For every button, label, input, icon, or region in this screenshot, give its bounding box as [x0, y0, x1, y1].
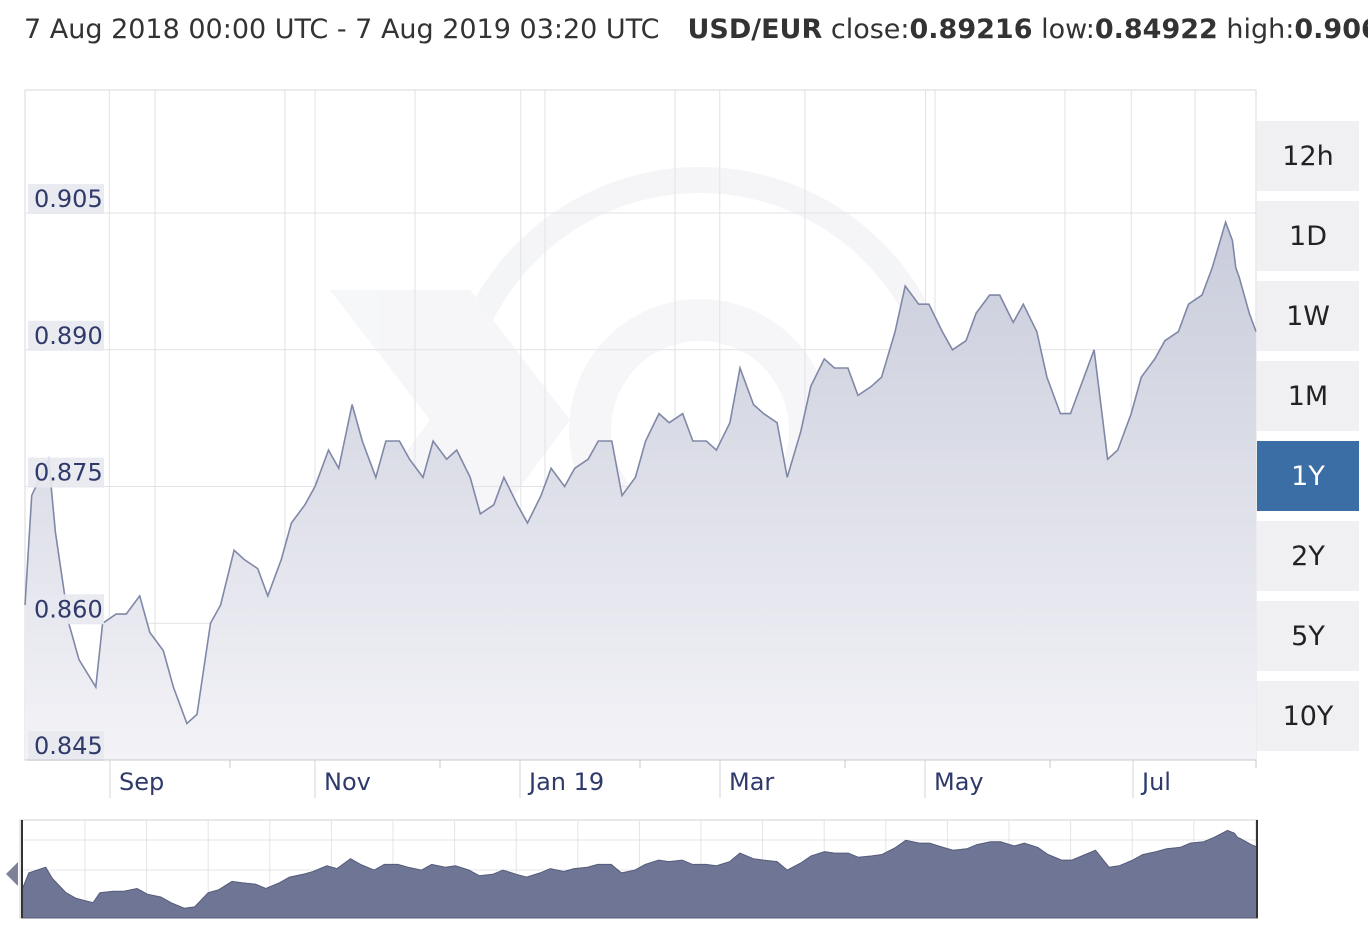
range-button-10y[interactable]: 10Y — [1257, 681, 1359, 751]
range-button-1y[interactable]: 1Y — [1257, 441, 1359, 511]
range-button-1m[interactable]: 1M — [1257, 361, 1359, 431]
high-value: 0.90657 — [1294, 14, 1368, 45]
y-tick-label: 0.845 — [34, 732, 103, 760]
low-value: 0.84922 — [1094, 14, 1218, 45]
x-tick-label: May — [934, 768, 984, 796]
y-tick-label: 0.905 — [34, 185, 103, 213]
navigator-area — [21, 829, 1258, 919]
range-button-1d[interactable]: 1D — [1257, 201, 1359, 271]
currency-pair: USD/EUR — [687, 14, 823, 45]
chart-header: 7 Aug 2018 00:00 UTC - 7 Aug 2019 03:20 … — [24, 14, 1368, 45]
high-label: high: — [1226, 14, 1295, 45]
navigator-handle-left-icon[interactable] — [6, 862, 18, 886]
low-label: low: — [1041, 14, 1095, 45]
close-label: close: — [830, 14, 910, 45]
y-tick-label-bg — [28, 594, 104, 625]
x-tick-label: Jul — [1140, 768, 1171, 796]
y-tick-label-bg — [28, 320, 104, 351]
range-button-5y[interactable]: 5Y — [1257, 601, 1359, 671]
close-value: 0.89216 — [909, 14, 1033, 45]
x-tick-label: Nov — [324, 768, 371, 796]
range-button-2y[interactable]: 2Y — [1257, 521, 1359, 591]
series-line — [24, 219, 1257, 725]
series-area — [25, 222, 1256, 760]
y-tick-label-bg — [28, 731, 104, 761]
x-tick-label: Sep — [119, 768, 164, 796]
chart-svg[interactable]: 0.905 0.890 0.875 0.860 0.845 Sep Nov Jan 19 Mar… — [0, 0, 1258, 938]
y-tick-label: 0.890 — [34, 322, 103, 350]
y-tick-label-bg — [28, 184, 104, 215]
date-range-text: 7 Aug 2018 00:00 UTC - 7 Aug 2019 03:20 … — [24, 14, 660, 45]
range-selector: 12h 1D 1W 1M 1Y 2Y 5Y 10Y — [1257, 121, 1359, 761]
range-button-12h[interactable]: 12h — [1257, 121, 1359, 191]
x-tick-label: Mar — [729, 768, 774, 796]
y-tick-label-bg — [28, 457, 104, 488]
range-button-1w[interactable]: 1W — [1257, 281, 1359, 351]
y-tick-label: 0.875 — [34, 459, 103, 487]
y-tick-label: 0.860 — [34, 595, 103, 623]
x-tick-label: Jan 19 — [527, 768, 604, 796]
